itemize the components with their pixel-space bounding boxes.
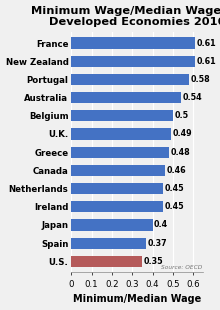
Text: 0.54: 0.54: [183, 93, 202, 102]
Bar: [71, 183, 163, 194]
Text: 0.45: 0.45: [164, 184, 184, 193]
Text: 0.48: 0.48: [170, 148, 190, 157]
Text: 0.58: 0.58: [191, 75, 210, 84]
Bar: [71, 237, 147, 249]
Text: 0.46: 0.46: [166, 166, 186, 175]
Bar: [71, 55, 195, 67]
Text: 0.37: 0.37: [148, 239, 168, 248]
Bar: [71, 128, 171, 140]
Bar: [71, 92, 181, 103]
Bar: [71, 219, 153, 231]
Text: 0.49: 0.49: [172, 130, 192, 139]
Bar: [71, 38, 195, 49]
Bar: [71, 256, 142, 267]
Text: Source: OECD: Source: OECD: [161, 265, 202, 270]
Text: 0.45: 0.45: [164, 202, 184, 211]
Bar: [71, 165, 165, 176]
Text: 0.61: 0.61: [197, 57, 216, 66]
Bar: [71, 74, 189, 85]
Title: Minimum Wage/Median Wage for
Developed Economies 2016: Minimum Wage/Median Wage for Developed E…: [31, 6, 220, 27]
Bar: [71, 201, 163, 212]
X-axis label: Minimum/Median Wage: Minimum/Median Wage: [73, 294, 202, 304]
Bar: [71, 147, 169, 158]
Text: 0.61: 0.61: [197, 38, 216, 47]
Text: 0.35: 0.35: [144, 257, 163, 266]
Text: 0.5: 0.5: [174, 111, 189, 120]
Text: 0.4: 0.4: [154, 220, 168, 229]
Bar: [71, 110, 173, 122]
